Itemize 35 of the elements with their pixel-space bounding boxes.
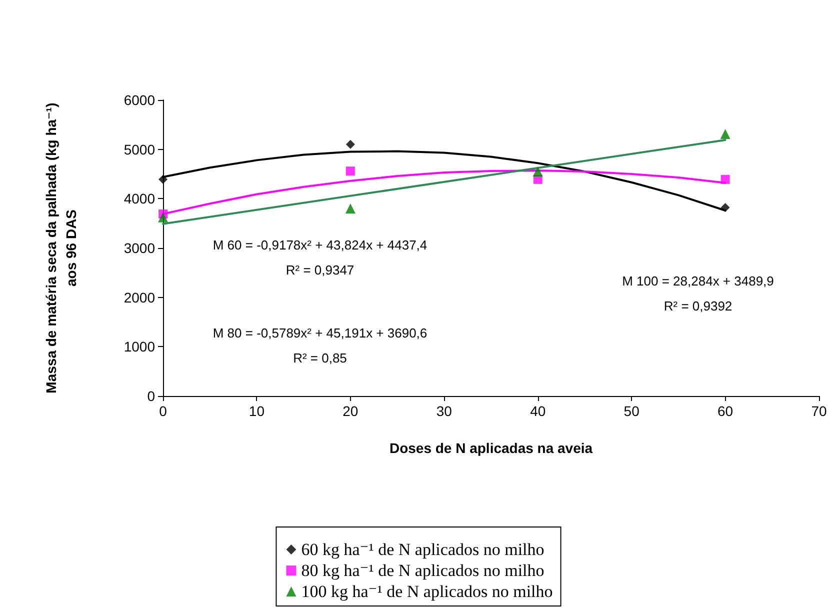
point — [345, 204, 356, 214]
y-tick-label: 2000 — [124, 289, 156, 306]
legend-label: 100 kg ha⁻¹ de N aplicados no milho — [301, 582, 553, 601]
y-tick-label: 3000 — [124, 240, 156, 256]
point — [720, 174, 730, 184]
point — [346, 166, 355, 176]
y-axis-title: Massa de matéria seca da palhada (kg ha⁻¹) aos 96 DAS — [43, 102, 79, 394]
y-tick-label: 6000 — [124, 92, 156, 108]
x-tick-label: 70 — [811, 403, 827, 419]
x-tick-label: 20 — [342, 403, 358, 419]
y-tick-label: 5000 — [124, 141, 156, 158]
annotation: M 100 = 28,284x + 3489,9 — [622, 274, 774, 288]
point — [532, 166, 543, 177]
annotation: M 60 = -0,9178x² + 43,824x + 4437,4 — [212, 238, 428, 252]
y-tick-label: 1000 — [124, 338, 156, 355]
legend-label: 60 kg ha⁻¹ de N aplicados no milho — [301, 540, 544, 559]
point — [720, 129, 730, 140]
x-tick-label: 10 — [248, 403, 265, 419]
point — [158, 174, 168, 184]
x-tick-label: 30 — [436, 403, 452, 419]
y-tick-label: 0 — [147, 388, 156, 404]
x-tick-label: 60 — [717, 403, 734, 419]
annotation: M 80 = -0,5789x² + 45,191x + 3690,6 — [212, 326, 428, 340]
y-tick-label: 4000 — [124, 190, 156, 207]
annotation: R² = 0,9392 — [664, 298, 732, 314]
legend-label: 80 kg ha⁻¹ de N aplicados no milho — [301, 561, 544, 580]
x-axis-title: Doses de N aplicadas na aveia — [389, 440, 593, 456]
annotation: R² = 0,85 — [293, 350, 347, 366]
x-tick-label: 40 — [530, 403, 546, 419]
x-tick-label: 50 — [624, 403, 640, 419]
point — [158, 212, 168, 222]
annotation: R² = 0,9347 — [286, 262, 354, 278]
point — [720, 203, 730, 212]
point — [346, 140, 355, 149]
x-tick-label: 0 — [159, 403, 168, 419]
